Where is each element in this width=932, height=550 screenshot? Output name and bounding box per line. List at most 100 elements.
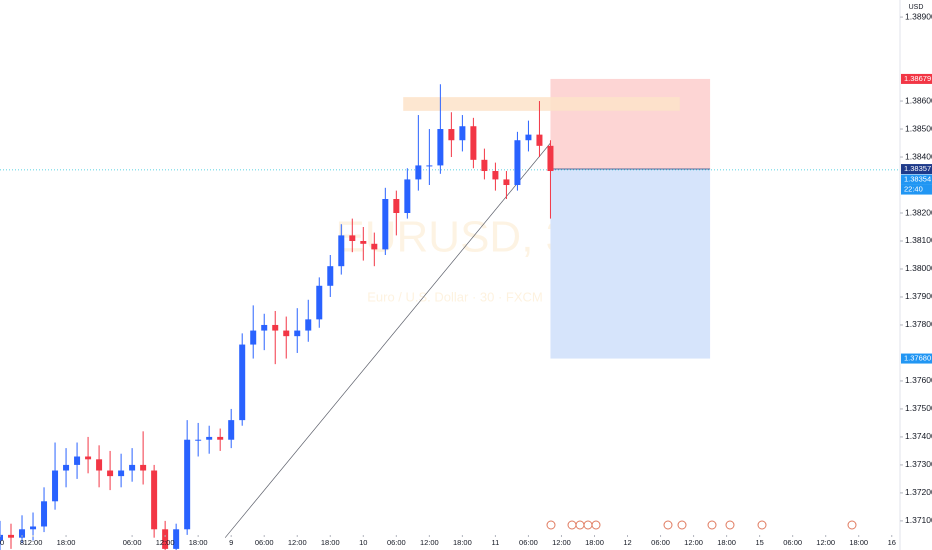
x-tick-label: 18:00 <box>717 538 736 547</box>
candle-body <box>250 330 257 345</box>
candle-body <box>206 436 213 440</box>
x-tick-label: 12:00 <box>816 538 835 547</box>
candle-body <box>404 179 411 214</box>
event-icon <box>546 520 556 530</box>
price-tag <box>901 174 932 185</box>
y-tick-label: 1.38400 <box>905 151 932 161</box>
candle-body <box>228 420 235 440</box>
candle-body <box>217 436 224 440</box>
candle-body <box>118 470 125 477</box>
candle-body <box>107 470 114 477</box>
candle-body <box>481 159 488 172</box>
y-tick-label: 1.38600 <box>905 95 932 105</box>
x-tick-label: 12:00 <box>684 538 703 547</box>
x-tick-label: 06:00 <box>255 538 274 547</box>
candle-body <box>52 470 59 502</box>
candle-body <box>272 324 279 331</box>
x-tick-label: 12:00 <box>552 538 571 547</box>
candle-body <box>140 464 147 471</box>
y-tick-label: 1.37300 <box>905 459 932 469</box>
x-tick-label: 12 <box>623 538 631 547</box>
y-tick-label: 1.37500 <box>905 403 932 413</box>
x-tick-label: 15 <box>755 538 763 547</box>
candle-body <box>382 199 389 250</box>
candle-body <box>316 285 323 320</box>
event-icon <box>575 520 585 530</box>
x-tick-label: 11 <box>492 538 500 547</box>
candle-body <box>305 319 312 331</box>
price-tag-label: 1.38357 <box>904 164 931 173</box>
candle-body <box>30 526 37 530</box>
candle-body <box>283 330 290 337</box>
price-tag-label: 1.38354 <box>904 175 931 184</box>
y-tick-label: 1.38000 <box>905 263 932 273</box>
x-tick-label: 10 <box>359 538 367 547</box>
x-tick-label: 18:00 <box>453 538 472 547</box>
x-tick-label: 18:00 <box>189 538 208 547</box>
y-tick-label: 1.38100 <box>905 235 932 245</box>
candle-body <box>162 529 169 549</box>
x-tick-label: 18:00 <box>585 538 604 547</box>
candle-body <box>239 344 246 421</box>
x-tick-label: 18:00 <box>321 538 340 547</box>
y-tick-label: 1.38200 <box>905 207 932 217</box>
price-tag-label: 1.38679 <box>904 74 931 83</box>
currency-label: USD <box>909 4 924 11</box>
candle-body <box>503 179 510 186</box>
countdown-label: 22:40 <box>904 185 923 194</box>
candle-body <box>63 464 70 471</box>
candle-body <box>459 126 466 141</box>
x-tick-label: 06:00 <box>783 538 802 547</box>
candle-body <box>294 330 301 337</box>
candle-body <box>19 529 26 538</box>
x-tick-label: 12:00 <box>420 538 439 547</box>
candle-body <box>536 134 543 146</box>
price-tag <box>901 353 932 364</box>
x-tick-label: 06:00 <box>519 538 538 547</box>
x-tick-label: 9 <box>229 538 233 547</box>
y-tick-label: 1.37400 <box>905 431 932 441</box>
price-tag <box>901 73 932 84</box>
candle-body <box>151 470 158 530</box>
y-tick-label: 1.37100 <box>905 515 932 525</box>
candle-body <box>525 134 532 141</box>
x-tick-label: 06:00 <box>651 538 670 547</box>
event-icon <box>677 520 687 530</box>
candle-body <box>371 243 378 250</box>
candle-body <box>514 140 521 186</box>
event-icon <box>707 520 717 530</box>
event-icon <box>847 520 857 530</box>
x-tick-label: 16 <box>888 538 896 547</box>
event-icons <box>546 520 857 530</box>
candle-body <box>338 235 345 267</box>
resistance-zone <box>403 97 680 111</box>
candle-body <box>74 456 81 465</box>
candle-body <box>0 534 3 541</box>
watermark-subtitle: Euro / U.S. Dollar · 30 · FXCM <box>367 289 543 304</box>
x-tick-label: 12:00 <box>288 538 307 547</box>
x-tick-label: 12:00 <box>156 538 175 547</box>
candle-body <box>173 529 180 549</box>
event-icon <box>591 520 601 530</box>
candle-body <box>8 534 15 538</box>
candle-body <box>492 171 499 180</box>
y-tick-label: 1.37600 <box>905 375 932 385</box>
candle-body <box>349 235 356 241</box>
event-icon <box>757 520 767 530</box>
plot <box>0 78 900 550</box>
candle-body <box>448 129 455 141</box>
x-tick-label: 00 <box>0 538 4 547</box>
candle-body <box>360 240 367 244</box>
event-icon <box>663 520 673 530</box>
x-tick-label: 06:00 <box>123 538 142 547</box>
x-tick-label: 8 <box>20 538 24 547</box>
candle-body <box>96 459 103 471</box>
x-tick-label: 18:00 <box>849 538 868 547</box>
candle-body <box>195 439 202 441</box>
candle-body <box>470 126 477 160</box>
y-tick-label: 1.37800 <box>905 319 932 329</box>
target-zone <box>550 169 711 359</box>
